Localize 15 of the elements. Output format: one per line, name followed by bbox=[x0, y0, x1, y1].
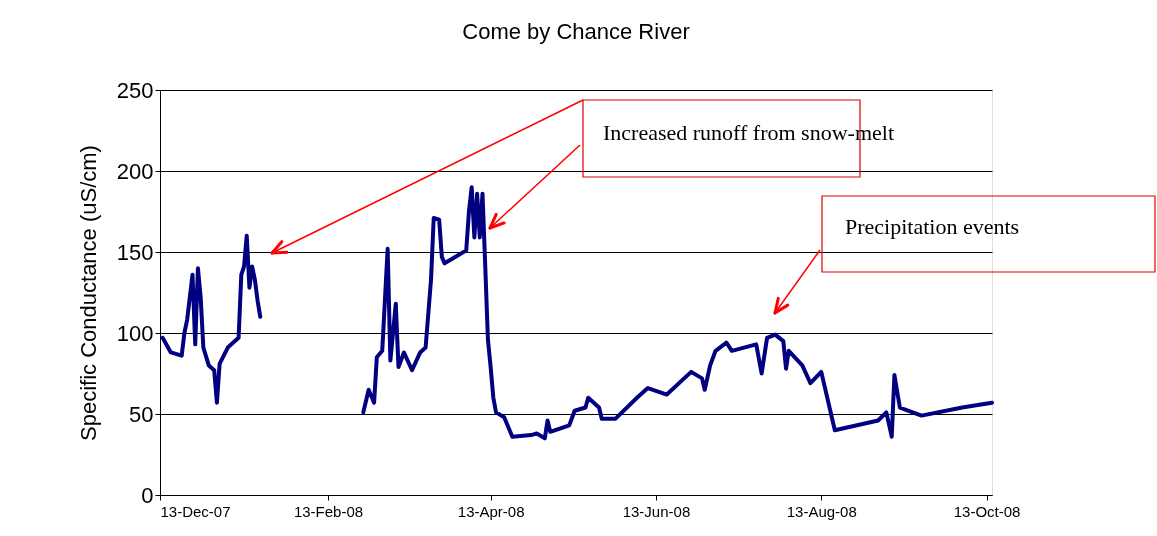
y-tick-label: 100 bbox=[116, 320, 154, 346]
x-tick-label: 13-Aug-08 bbox=[786, 502, 857, 520]
chart-title: Come by Chance River bbox=[462, 19, 690, 44]
y-tick-label: 0 bbox=[141, 482, 154, 508]
x-tick-label: 13-Oct-08 bbox=[953, 502, 1021, 520]
y-tick-label: 150 bbox=[116, 239, 154, 265]
y-tick-label: 50 bbox=[129, 401, 154, 427]
x-tick-label: 13-Jun-08 bbox=[622, 502, 691, 520]
y-tick-label: 200 bbox=[116, 158, 154, 184]
x-tick-label: 13-Feb-08 bbox=[293, 502, 364, 520]
y-axis-title: Specific Conductance (uS/cm) bbox=[75, 145, 101, 441]
y-tick-label: 250 bbox=[116, 77, 154, 103]
x-tick-label: 13-Apr-08 bbox=[457, 502, 525, 520]
annotation: Precipitation events bbox=[845, 214, 1020, 239]
x-tick-label: 13-Dec-07 bbox=[160, 502, 231, 520]
